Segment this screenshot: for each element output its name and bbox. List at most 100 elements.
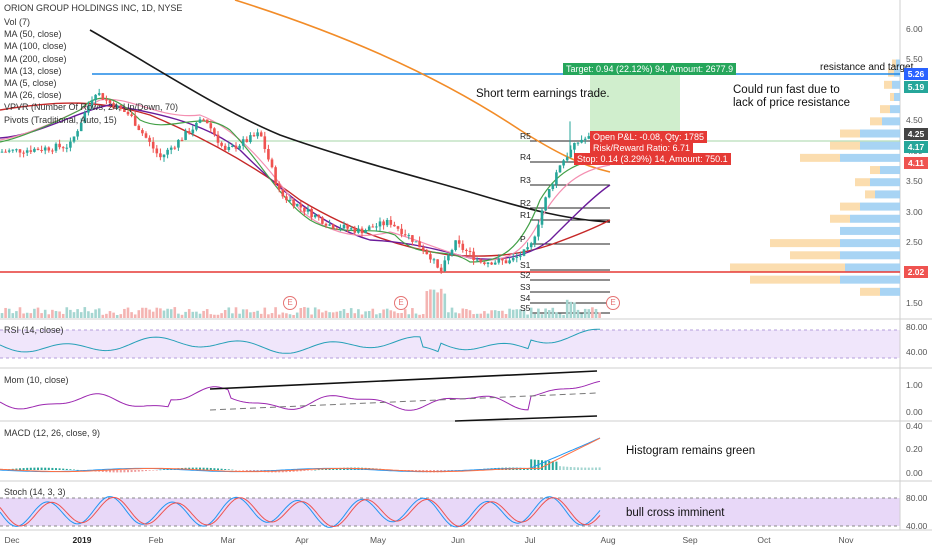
candles [0,88,601,274]
candle-body [555,172,558,185]
earnings-marker[interactable]: E [606,296,620,310]
macd-pane [0,437,601,473]
volume-bar [303,307,306,318]
macd-histogram-bar [541,460,543,470]
volume-bar [202,310,205,318]
candle-body [360,228,364,234]
macd-tick: 0.20 [906,444,923,454]
stoch-tick: 40.00 [906,521,928,531]
macd-histogram-bar [580,467,583,470]
macd-histogram-bar [206,467,209,470]
volume-bar [551,307,555,318]
macd-histogram-bar [242,470,245,471]
macd-histogram-bar [217,468,219,470]
volume-bar [101,314,105,318]
macd-histogram-bar [584,467,587,470]
candle-body [436,259,439,268]
candle-body [479,259,483,263]
volume-bar [191,311,195,318]
volume-bar [141,307,144,318]
macd-histogram-bar [235,470,237,471]
volume-bar [447,312,450,318]
candle-body [205,119,209,124]
candle-body [79,122,83,132]
volume-bar [162,310,166,318]
macd-histogram-bar [213,468,216,470]
earnings-marker[interactable]: E [283,296,297,310]
volume-bar [313,307,317,318]
ma-50-line [0,102,611,257]
candle-body [65,147,69,149]
candle-body [133,115,137,126]
candle-body [306,208,310,212]
time-tick: Jul [524,535,536,545]
macd-histogram-bar [29,467,32,470]
time-tick: Apr [295,535,309,545]
vpvr-up [880,287,900,296]
volume-bar [252,311,256,318]
price-tick: 3.50 [906,176,923,187]
earnings-marker[interactable]: E [394,296,408,310]
volume-bar [231,313,234,318]
macd-histogram-bar [299,470,302,472]
price-tag: 4.17 [904,141,928,153]
volume-bar [587,309,591,318]
volume-bar [411,308,414,318]
legend-item: Pivots (Traditional, Auto, 15) [4,114,117,125]
legend-item: Vol (7) [4,17,31,27]
candle-body [569,149,573,158]
macd-histogram-bar [116,470,119,473]
candle-body [43,147,47,151]
candle-body [58,143,61,148]
candle-body [393,224,396,227]
macd-histogram-bar [166,469,169,470]
volume-bar [367,311,371,318]
price-tag: 4.11 [904,157,928,169]
candle-body [324,223,328,226]
macd-histogram-bar [159,469,162,471]
rsi-pane [0,328,900,359]
candle-body [335,228,339,230]
volume-bar [457,313,461,318]
volume-bar [234,307,238,318]
macd-histogram-bar [317,469,320,471]
vpvr-down [790,251,840,260]
candle-body [414,241,418,243]
candle-body [429,254,432,260]
macd-histogram-bar [69,469,72,470]
pivot-label: S3 [520,282,531,292]
macd-histogram-bar [101,470,104,472]
volume-bar [245,309,249,318]
volume-bar [472,314,475,318]
vpvr-down [750,275,840,284]
vpvr-down [865,190,875,199]
candle-body [0,151,4,153]
macd-histogram-bar [51,467,54,470]
candle-body [486,262,490,264]
candle-body [288,199,292,201]
candle-body [15,149,18,151]
candle-body [457,240,461,244]
vpvr-down [730,263,845,272]
macd-histogram-bar [332,468,335,470]
candle-body [439,267,443,272]
candle-body [432,259,436,261]
macd-histogram-bar [148,470,151,471]
volume-bar [87,311,90,318]
volume-bar [33,308,36,318]
candle-body [180,139,184,141]
volume-bar [249,312,252,318]
macd-histogram-bar [58,468,61,470]
volume-bar [349,308,353,318]
candle-body [277,184,281,190]
macd-histogram-bar [123,470,126,473]
candle-body [238,145,241,149]
candle-body [51,150,54,152]
candle-body [562,160,565,166]
candle-body [69,141,72,148]
time-tick: Oct [757,535,771,545]
macd-histogram-bar [598,467,601,470]
volume-bar [105,313,108,318]
macd-histogram-bar [134,470,137,472]
